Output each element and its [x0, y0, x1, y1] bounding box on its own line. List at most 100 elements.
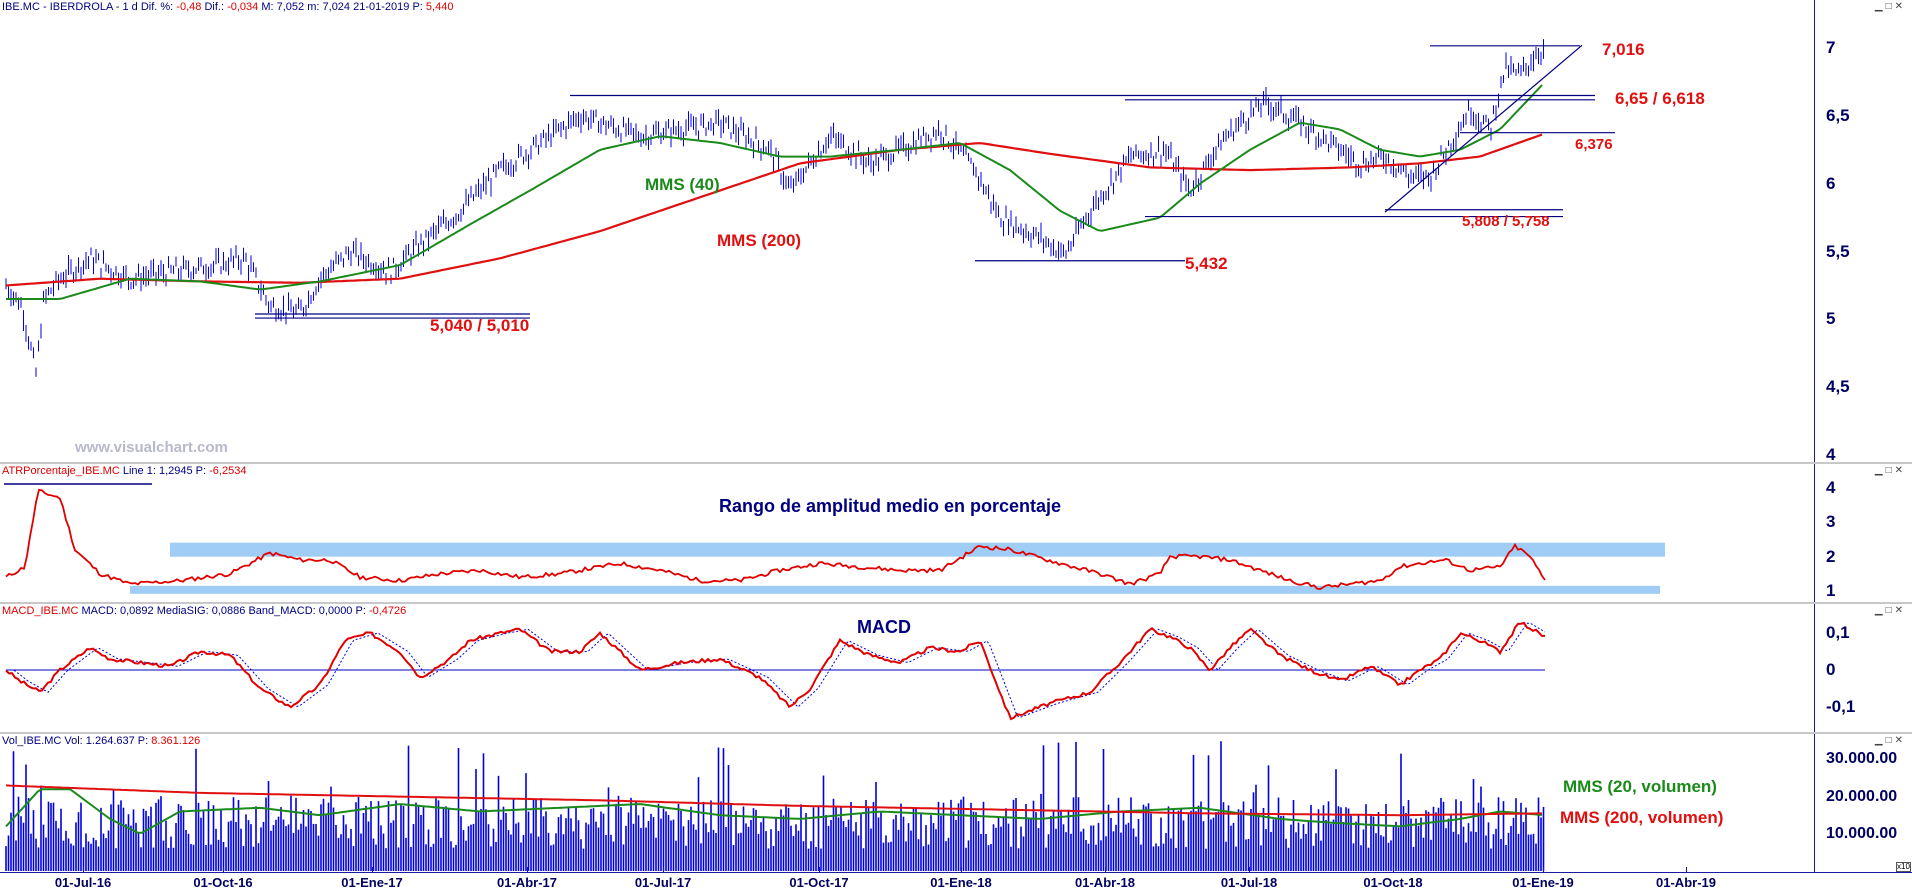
atr-y-tick: 4	[1826, 477, 1836, 497]
window-buttons[interactable]: ▁□✕	[1875, 1, 1906, 12]
vol-value: 1.264.637	[85, 735, 135, 747]
price-y-tick: 5,5	[1826, 241, 1850, 261]
macd-header: MACD_IBE.MC MACD: 0,0892 MediaSIG: 0,088…	[2, 605, 407, 617]
x-tick-label: 01-Abr-19	[1656, 875, 1716, 890]
vol-header: Vol_IBE.MC Vol: 1.264.637 P: 8.361.126	[2, 735, 201, 747]
minimize-icon[interactable]: ▁	[1874, 465, 1886, 476]
x-tick-mark	[372, 867, 373, 873]
x-tick-mark	[961, 867, 962, 873]
min-value: 7,024	[322, 1, 351, 13]
level-5040-label: 5,040 / 5,010	[430, 316, 529, 335]
vol-p-value: 8.361.126	[151, 735, 201, 747]
vol-window-buttons[interactable]: ▁□✕	[1875, 735, 1906, 746]
panel-separator[interactable]	[0, 602, 1912, 604]
x-tick-mark	[223, 867, 224, 873]
macd-name: MACD_IBE.MC	[2, 605, 79, 617]
price-y-tick: 7	[1826, 38, 1836, 57]
macd-y-tick: -0,1	[1826, 697, 1856, 716]
vol-y-tick: 20.000.00	[1826, 787, 1898, 805]
atr-chart: Rango de amplitud medio en porcentaje	[4, 483, 1665, 594]
price-y-tick: 4	[1826, 445, 1836, 465]
atr-line-value: 1,2945	[158, 465, 193, 477]
panel-separator[interactable]	[0, 732, 1912, 734]
ma200-line	[5, 133, 1543, 287]
atr-header: ATRPorcentaje_IBE.MC Line 1: 1,2945 P: -…	[2, 465, 247, 477]
x-tick-mark	[1543, 867, 1544, 873]
macd-window-buttons[interactable]: ▁□✕	[1875, 605, 1906, 616]
macd-value: 0,0892	[119, 605, 154, 617]
x-tick-label: 01-Abr-18	[1075, 875, 1135, 890]
macd-panel[interactable]: MACD_IBE.MC MACD: 0,0892 MediaSIG: 0,088…	[0, 604, 1912, 732]
minimize-icon[interactable]: ▁	[1874, 1, 1886, 12]
price-axis-line	[1814, 0, 1815, 462]
trend-line	[1384, 44, 1583, 213]
vol-y-tick: 30.000.00	[1826, 750, 1898, 768]
volume-chart: MMS (20, volumen) MMS (200, volumen)	[5, 741, 1723, 871]
scale-corner-label: x10	[1896, 862, 1911, 872]
x-tick-mark	[1105, 867, 1106, 873]
volume-panel[interactable]: Vol_IBE.MC Vol: 1.264.637 P: 8.361.126 ▁…	[0, 734, 1912, 872]
atr-y-tick: 3	[1826, 512, 1836, 531]
x-tick-mark	[1686, 867, 1687, 873]
dif-pct-value: -0,48	[176, 1, 202, 13]
price-y-tick: 5	[1826, 309, 1836, 329]
macd-axis-line	[1814, 604, 1815, 732]
atr-axis-line	[1814, 464, 1815, 602]
macd-title: MACD	[857, 617, 911, 637]
maximize-icon[interactable]: □	[1885, 735, 1895, 746]
atr-name: ATRPorcentaje_IBE.MC	[2, 465, 120, 477]
price-panel[interactable]: IBE.MC - IBERDROLA - 1 d Dif. %: -0,48 D…	[0, 0, 1912, 465]
ma40-label: MMS (40)	[645, 175, 720, 194]
price-header: IBE.MC - IBERDROLA - 1 d Dif. %: -0,48 D…	[2, 1, 454, 13]
maximize-icon[interactable]: □	[1885, 1, 1895, 12]
x-tick-mark	[819, 867, 820, 873]
macd-signal-value: 0,0886	[211, 605, 246, 617]
x-tick-label: 01-Jul-17	[634, 875, 692, 890]
x-tick-label: 01-Ene-18	[930, 875, 992, 890]
atr-title: Rango de amplitud medio en porcentaje	[719, 496, 1061, 516]
minimize-icon[interactable]: ▁	[1874, 735, 1886, 746]
vol-ma200-label: MMS (200, volumen)	[1560, 808, 1723, 827]
vol-ma20-line	[5, 788, 1543, 834]
price-value: 5,440	[425, 1, 454, 13]
period: 1 d	[122, 1, 138, 13]
instrument-name: IBERDROLA	[49, 1, 113, 13]
price-chart: MMS (40) MMS (200) 7,016 6,65 / 6,618 6,376 5…	[5, 39, 1705, 456]
dif-value: -0,034	[227, 1, 259, 13]
max-value: 7,052	[276, 1, 305, 13]
level-5808-label: 5,808 / 5,758	[1462, 213, 1550, 230]
macd-line	[5, 621, 1546, 721]
level-6376-label: 6,376	[1575, 136, 1613, 153]
atr-line	[5, 488, 1546, 591]
x-tick-label: 01-Oct-17	[789, 875, 849, 890]
macd-band-value: 0,0000	[318, 605, 353, 617]
atr-y-tick: 1	[1826, 581, 1836, 600]
vol-axis-line	[1814, 734, 1815, 872]
macd-y-tick: 0	[1826, 660, 1836, 679]
x-tick-label: 01-Oct-16	[193, 875, 253, 890]
date-value: 21-01-2019	[353, 1, 410, 13]
minimize-icon[interactable]: ▁	[1874, 605, 1886, 616]
close-icon[interactable]: ✕	[1894, 735, 1906, 746]
atr-p-value: -6,2534	[209, 465, 247, 477]
x-tick-mark	[663, 867, 664, 873]
close-icon[interactable]: ✕	[1894, 605, 1906, 616]
ma200-label: MMS (200)	[717, 231, 801, 250]
vol-name: Vol_IBE.MC	[2, 735, 62, 747]
symbol: IBE.MC	[2, 1, 40, 13]
maximize-icon[interactable]: □	[1885, 605, 1895, 616]
maximize-icon[interactable]: □	[1885, 465, 1895, 476]
atr-window-buttons[interactable]: ▁□✕	[1875, 465, 1906, 476]
x-tick-mark	[1249, 867, 1250, 873]
macd-p-value: -0,4726	[368, 605, 407, 617]
macd-chart: MACD	[5, 617, 1546, 721]
x-axis: 01-Jul-16 01-Oct-16 01-Ene-17 01-Abr-17 01-J…	[0, 867, 1912, 893]
level-665-label: 6,65 / 6,618	[1615, 89, 1705, 108]
vol-ma20-label: MMS (20, volumen)	[1563, 777, 1717, 796]
atr-lower-band	[130, 585, 1660, 594]
level-7016-label: 7,016	[1602, 40, 1645, 59]
panel-separator[interactable]	[0, 462, 1912, 464]
close-icon[interactable]: ✕	[1894, 1, 1906, 12]
close-icon[interactable]: ✕	[1894, 465, 1906, 476]
atr-panel[interactable]: ATRPorcentaje_IBE.MC Line 1: 1,2945 P: -…	[0, 464, 1912, 602]
